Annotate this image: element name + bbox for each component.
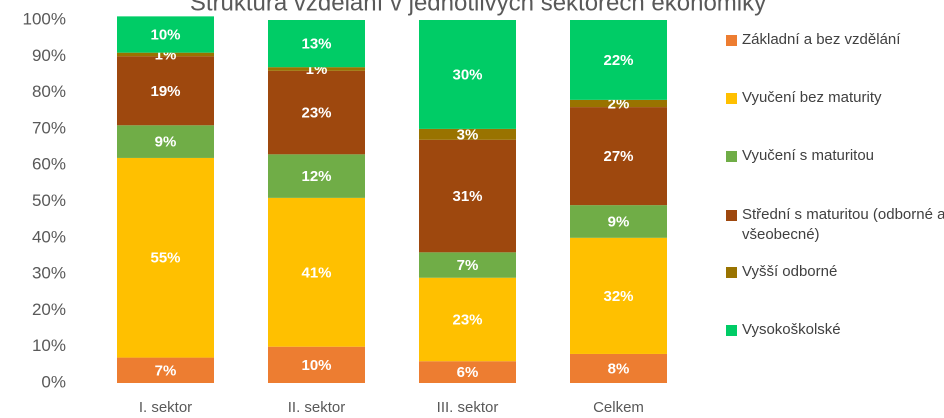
bar-segment <box>570 107 667 206</box>
data-label: 3% <box>457 126 479 143</box>
y-tick-label: 80% <box>32 82 66 101</box>
bar-segment <box>419 20 516 129</box>
legend-label: Střední s maturitou (odborné a všeobecné… <box>742 206 944 243</box>
legend-item: Vyučení s maturitou <box>726 146 944 166</box>
data-label: 12% <box>301 168 331 185</box>
y-tick-label: 50% <box>32 191 66 210</box>
legend-item: Střední s maturitou (odborné a všeobecné… <box>726 205 944 245</box>
bar-segment <box>570 353 667 383</box>
y-tick-label: 40% <box>32 227 66 246</box>
data-label: 30% <box>452 66 482 83</box>
bar-segment <box>570 99 667 108</box>
legend-swatch <box>726 267 737 278</box>
legend-item: Vysokoškolské <box>726 320 944 340</box>
legend-label: Vysokoškolské <box>742 321 841 338</box>
legend-label: Vyšší odborné <box>742 263 838 280</box>
legend-swatch <box>726 151 737 162</box>
bar-segment <box>117 357 214 383</box>
data-label: 27% <box>603 148 633 165</box>
bar-segment <box>570 237 667 354</box>
data-label: 8% <box>608 360 630 377</box>
y-tick-label: 60% <box>32 155 66 174</box>
data-label: 23% <box>301 105 331 122</box>
bar-segment <box>268 346 365 383</box>
bar-segment <box>117 56 214 126</box>
legend-label: Vyučení s maturitou <box>742 147 875 164</box>
legend-swatch <box>726 210 737 221</box>
data-label: 9% <box>608 213 630 230</box>
data-label: 10% <box>150 26 180 43</box>
legend-swatch <box>726 35 737 46</box>
bar-segment <box>268 70 365 155</box>
data-label: 22% <box>603 52 633 69</box>
y-tick-label: 100% <box>23 9 66 28</box>
bar-segment <box>268 67 365 71</box>
data-label: 19% <box>150 83 180 100</box>
legend-label: Vyučení bez maturity <box>742 89 882 106</box>
legend-item: Vyučení bez maturity <box>726 88 944 108</box>
y-tick-label: 20% <box>32 300 66 319</box>
bar-segment <box>268 20 365 68</box>
bar-segment <box>570 205 667 238</box>
legend-item: Vyšší odborné <box>726 262 944 282</box>
bar-segment <box>419 277 516 362</box>
data-label: 10% <box>301 357 331 374</box>
y-tick-label: 0% <box>41 372 66 391</box>
bar-segment <box>268 154 365 198</box>
data-label: 6% <box>457 364 479 381</box>
bar-segment <box>268 197 365 347</box>
y-tick-label: 10% <box>32 336 66 355</box>
bar-segment <box>419 361 516 383</box>
legend-swatch <box>726 93 737 104</box>
y-tick-label: 70% <box>32 118 66 137</box>
bar-segment <box>570 20 667 100</box>
y-tick-label: 30% <box>32 264 66 283</box>
x-tick-label: III. sektor <box>437 399 499 416</box>
bar-segment <box>419 139 516 253</box>
legend-label: Základní a bez vzdělání <box>742 31 901 48</box>
legend-swatch <box>726 325 737 336</box>
data-label: 13% <box>301 36 331 53</box>
data-label: 23% <box>452 311 482 328</box>
data-label: 7% <box>155 362 177 379</box>
x-tick-label: II. sektor <box>288 399 346 416</box>
bar-segment <box>117 125 214 158</box>
data-label: 7% <box>457 257 479 274</box>
legend-item: Základní a bez vzdělání <box>726 30 944 50</box>
data-label: 31% <box>452 188 482 205</box>
data-label: 32% <box>603 288 633 305</box>
bar-segment <box>117 157 214 358</box>
chart-title: Struktura vzdělání v jednotlivých sektor… <box>190 0 766 16</box>
x-tick-label: Celkem <box>593 399 644 416</box>
bar-segment <box>117 52 214 57</box>
data-label: 55% <box>150 250 180 267</box>
bar-segment <box>117 16 214 53</box>
y-tick-label: 90% <box>32 46 66 65</box>
data-label: 9% <box>155 134 177 151</box>
data-label: 41% <box>301 264 331 281</box>
bar-segment <box>419 128 516 140</box>
x-tick-label: I. sektor <box>139 399 192 416</box>
bar-segment <box>419 252 516 278</box>
